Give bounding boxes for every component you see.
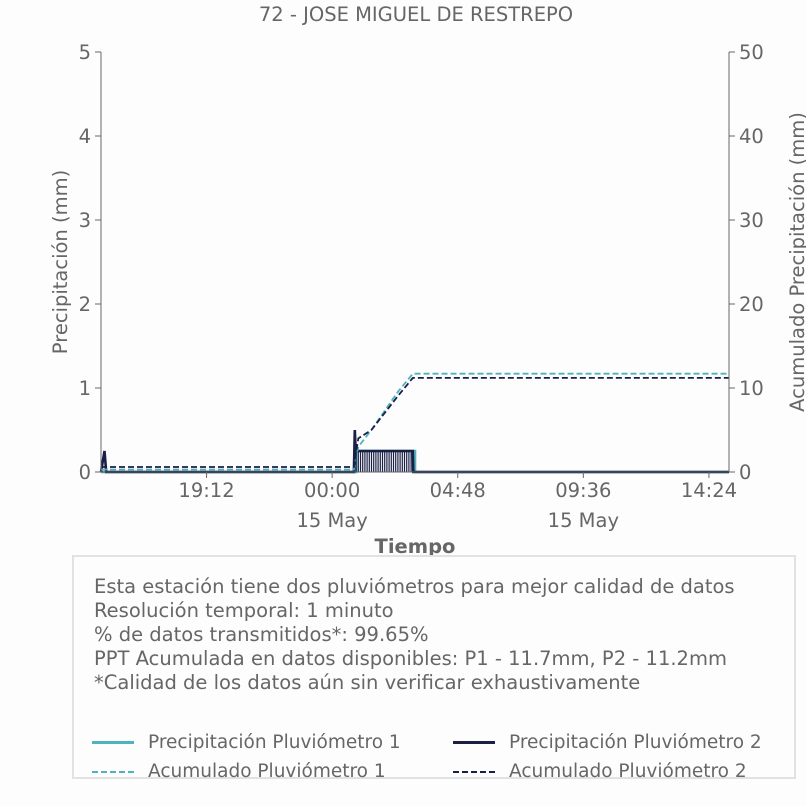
legend-label-p2: Precipitación Pluviómetro 2 xyxy=(509,732,762,753)
series-line-4 xyxy=(101,376,729,468)
x-tick-label: 19:12 xyxy=(178,479,234,502)
y-left-tick-label: 3 xyxy=(79,209,91,232)
info-line-transmitted: % de datos transmitidos*: 99.65% xyxy=(94,623,429,646)
x-tick-sublabel: 15 May xyxy=(548,509,619,532)
info-line-resolution: Resolución temporal: 1 minuto xyxy=(94,599,394,622)
y-right-tick-label: 40 xyxy=(739,125,764,148)
info-box: Esta estación tiene dos pluviómetros par… xyxy=(72,555,796,782)
legend-swatch-acc2 xyxy=(453,770,495,773)
x-axis-label: Tiempo xyxy=(375,535,456,558)
legend-item-p2: Precipitación Pluviómetro 2 xyxy=(453,732,762,753)
y-axis-right-label: Acumulado Precipitación (mm) xyxy=(786,112,806,412)
series-line-2 xyxy=(99,429,729,474)
legend-label-acc2: Acumulado Pluviómetro 2 xyxy=(509,761,747,782)
y-right-tick-label: 0 xyxy=(739,461,751,484)
legend-label-acc1: Acumulado Pluviómetro 1 xyxy=(148,761,386,782)
y-right-tick-label: 50 xyxy=(739,41,764,64)
x-tick-label: 00:00 xyxy=(304,479,360,502)
y-left-tick-label: 0 xyxy=(79,461,91,484)
y-left-tick-label: 4 xyxy=(79,125,91,148)
y-left-tick-label: 2 xyxy=(79,293,91,316)
legend-label-p1: Precipitación Pluviómetro 1 xyxy=(148,732,401,753)
info-line-accumulated: PPT Acumulada en datos disponibles: P1 -… xyxy=(94,647,727,670)
x-tick-label: 14:24 xyxy=(681,479,737,502)
legend-swatch-p2 xyxy=(453,741,495,744)
legend-item-acc2: Acumulado Pluviómetro 2 xyxy=(453,761,747,782)
chart-title: 72 - JOSE MIGUEL DE RESTREPO xyxy=(259,3,573,26)
y-right-tick-label: 10 xyxy=(739,377,764,400)
info-line-stations: Esta estación tiene dos pluviómetros par… xyxy=(94,575,735,598)
x-tick-sublabel: 15 May xyxy=(296,509,367,532)
y-left-tick-label: 5 xyxy=(79,41,91,64)
x-tick-label: 04:48 xyxy=(430,479,486,502)
info-text: Esta estación tiene dos pluviómetros par… xyxy=(94,575,735,695)
y-axis-left-label: Precipitación (mm) xyxy=(49,170,72,354)
y-right-tick-label: 30 xyxy=(739,209,764,232)
info-line-quality: *Calidad de los datos aún sin verificar … xyxy=(94,671,641,694)
chart-canvas: 72 - JOSE MIGUEL DE RESTREPO Precipitaci… xyxy=(49,3,806,558)
legend-swatch-acc1 xyxy=(92,770,134,773)
legend-item-acc1: Acumulado Pluviómetro 1 xyxy=(92,761,386,782)
y-right-tick-label: 20 xyxy=(739,293,764,316)
y-left-tick-label: 1 xyxy=(79,377,91,400)
legend-item-p1: Precipitación Pluviómetro 1 xyxy=(92,732,401,753)
x-tick-label: 09:36 xyxy=(555,479,611,502)
legend-swatch-p1 xyxy=(92,741,134,744)
